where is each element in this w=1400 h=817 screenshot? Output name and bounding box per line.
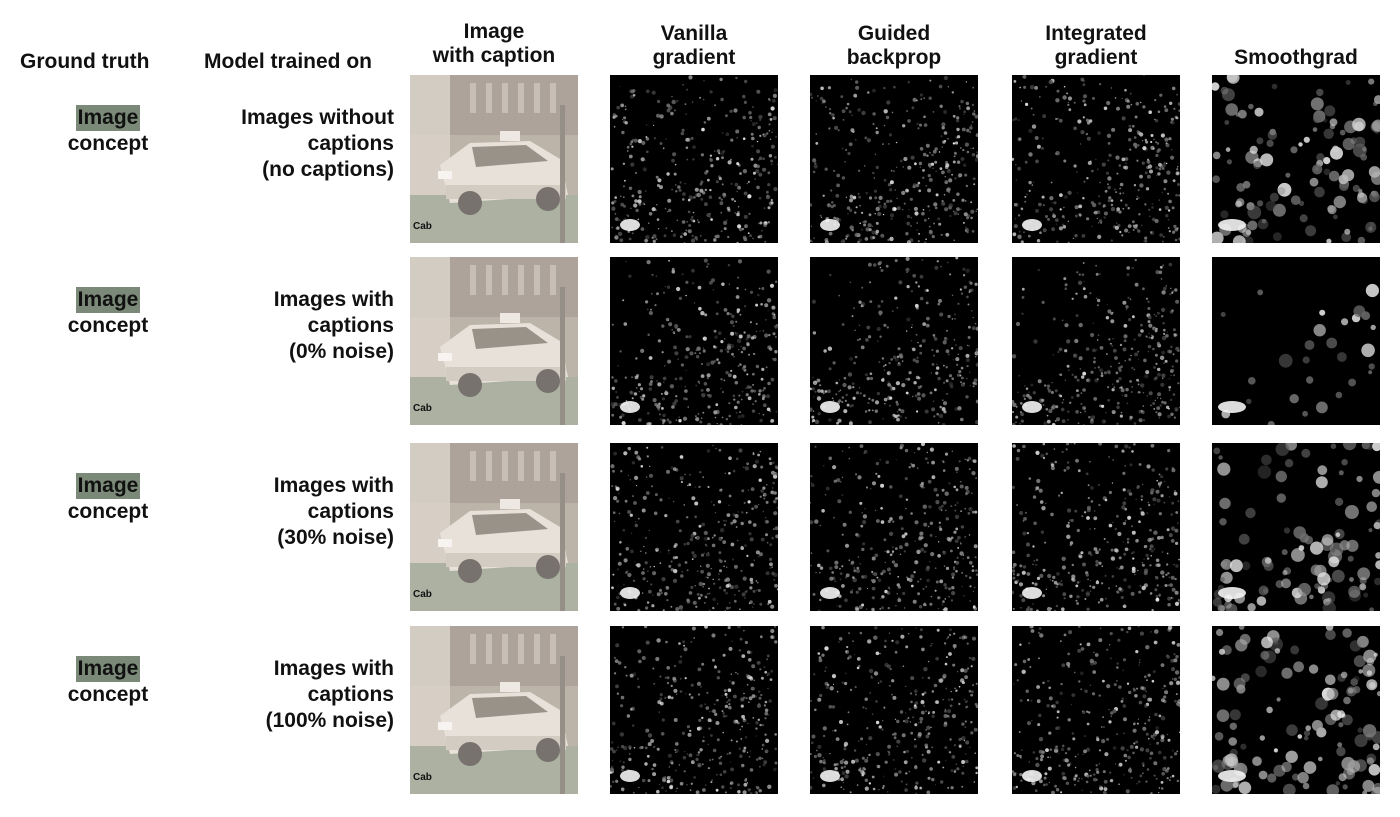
saliency-integrated-gradient [1012,75,1180,243]
image-with-caption: Cab [410,257,578,425]
taxi-photo [410,257,578,425]
ground-truth-highlight: Image [75,473,141,499]
header-integrated-line1: Integrated [1045,22,1147,45]
saliency-integrated-gradient [1012,443,1180,611]
saliency-vanilla-gradient [610,626,778,794]
model-label-line: captions [307,500,394,523]
saliency-map [610,443,778,611]
saliency-smoothgrad [1212,626,1380,794]
taxi-photo [410,443,578,611]
ground-truth-label: Image concept [58,105,158,157]
saliency-vanilla-gradient [610,443,778,611]
ground-truth-rest: concept [67,314,149,337]
ground-truth-label: Image concept [58,287,158,339]
image-with-caption: Cab [410,75,578,243]
caption-cab: Cab [413,221,432,232]
saliency-map [610,257,778,425]
model-trained-on-label: Images without captions (no captions) [200,105,394,183]
saliency-map [1212,443,1380,611]
taxi-photo [410,626,578,794]
saliency-vanilla-gradient [610,75,778,243]
saliency-integrated-gradient [1012,626,1180,794]
image-with-caption: Cab [410,626,578,794]
photo-tint-overlay [410,257,578,425]
header-image-line2: with caption [432,44,556,67]
header-guided-line2: backprop [846,46,942,69]
header-integrated-line2: gradient [1054,46,1138,69]
model-trained-on-label: Images with captions (0% noise) [200,287,394,365]
saliency-vanilla-gradient [610,257,778,425]
model-label-line: captions [307,314,394,337]
model-label-line: (30% noise) [277,526,394,549]
image-with-caption: Cab [410,443,578,611]
header-integrated-gradient: Integrated gradient [1012,22,1180,70]
photo-tint-overlay [410,626,578,794]
model-label-line: captions [307,683,394,706]
model-trained-on-label: Images with captions (30% noise) [200,473,394,551]
model-label-line: Images without [241,106,394,129]
saliency-smoothgrad [1212,257,1380,425]
saliency-map [810,443,978,611]
saliency-map [1012,257,1180,425]
model-label-line: Images with [273,474,394,497]
saliency-map [1012,75,1180,243]
caption-cab: Cab [413,589,432,600]
saliency-map [610,75,778,243]
saliency-map [1212,626,1380,794]
saliency-smoothgrad [1212,75,1380,243]
model-trained-on-label: Images with captions (100% noise) [200,656,394,734]
saliency-map [810,626,978,794]
saliency-guided-backprop [810,443,978,611]
ground-truth-rest: concept [67,500,149,523]
ground-truth-label: Image concept [58,656,158,708]
ground-truth-rest: concept [67,683,149,706]
caption-cab: Cab [413,403,432,414]
model-label-line: (no captions) [262,158,394,181]
saliency-map [1212,75,1380,243]
saliency-guided-backprop [810,257,978,425]
header-model-trained-on: Model trained on [204,50,372,73]
taxi-photo [410,75,578,243]
header-guided-backprop: Guided backprop [810,22,978,70]
photo-tint-overlay [410,75,578,243]
caption-cab: Cab [413,772,432,783]
model-label-line: captions [307,132,394,155]
saliency-guided-backprop [810,75,978,243]
photo-tint-overlay [410,443,578,611]
saliency-map [1212,257,1380,425]
ground-truth-highlight: Image [75,656,141,682]
model-label-line: Images with [273,657,394,680]
ground-truth-rest: concept [67,132,149,155]
ground-truth-highlight: Image [75,105,141,131]
ground-truth-highlight: Image [75,287,141,313]
header-guided-line1: Guided [857,22,931,45]
ground-truth-label: Image concept [58,473,158,525]
saliency-map [1012,626,1180,794]
model-label-line: (100% noise) [265,709,394,732]
header-image-line1: Image [463,20,525,43]
header-vanilla-line2: gradient [652,46,736,69]
header-smoothgrad-line1: Smoothgrad [1234,46,1358,69]
header-image-with-caption: Image with caption [410,20,578,68]
header-vanilla-line1: Vanilla [660,22,728,45]
saliency-map [1012,443,1180,611]
header-smoothgrad: Smoothgrad [1212,46,1380,70]
saliency-map [810,75,978,243]
saliency-map [810,257,978,425]
saliency-guided-backprop [810,626,978,794]
header-ground-truth: Ground truth [20,50,150,73]
header-vanilla-gradient: Vanilla gradient [610,22,778,70]
model-label-line: (0% noise) [288,340,394,363]
model-label-line: Images with [273,288,394,311]
saliency-integrated-gradient [1012,257,1180,425]
saliency-map [610,626,778,794]
saliency-smoothgrad [1212,443,1380,611]
